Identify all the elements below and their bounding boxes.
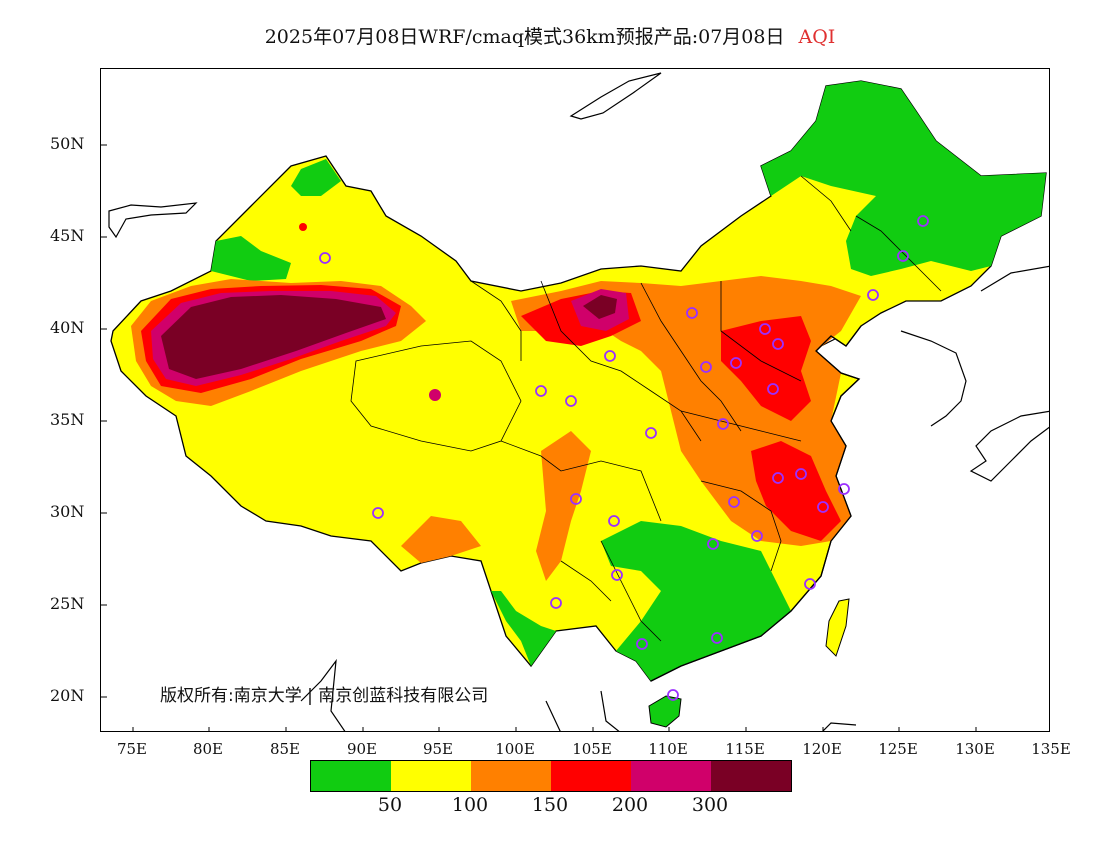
station-marker (917, 215, 929, 227)
legend-label-100: 100 (451, 794, 489, 816)
station-marker (867, 289, 879, 301)
station-marker (604, 350, 616, 362)
station-marker (728, 496, 740, 508)
luzon-coast (822, 722, 857, 731)
station-marker (608, 515, 620, 527)
region-aqi-maroon-taklimakan (161, 295, 386, 379)
region-aqi-green-northeast (761, 81, 1046, 276)
station-marker (565, 395, 577, 407)
aqi-color-legend (310, 760, 792, 792)
lat-ticks (101, 144, 107, 698)
station-marker (838, 483, 850, 495)
lon-label-105e: 105E (572, 740, 612, 758)
korea-japan-coast (969, 265, 1049, 482)
region-aqi-orange-taiwan (825, 598, 850, 657)
lat-label-25n: 25N (50, 594, 85, 613)
station-marker (319, 252, 331, 264)
station-marker (717, 418, 729, 430)
legend-label-300: 300 (691, 794, 729, 816)
lat-label-40n: 40N (50, 318, 85, 337)
lon-label-85e: 85E (269, 740, 301, 758)
station-marker (772, 338, 784, 350)
legend-label-150: 150 (531, 794, 569, 816)
southeast-asia-coast (300, 658, 620, 731)
baikal-coast (569, 72, 662, 120)
region-aqi-green-yunnan (491, 591, 556, 666)
legend-label-50: 50 (377, 794, 403, 816)
station-marker (700, 361, 712, 373)
lon-label-115e: 115E (725, 740, 765, 758)
legend-swatch-red (551, 761, 631, 791)
region-aqi-green-xinjiang (211, 236, 291, 281)
station-marker (707, 538, 719, 550)
legend-swatch-yellow (391, 761, 471, 791)
legend-swatch-maroon (711, 761, 791, 791)
station-marker (535, 385, 547, 397)
region-aqi-orange-sichuan (536, 431, 591, 581)
lat-label-50n: 50N (50, 134, 85, 153)
station-marker (817, 501, 829, 513)
region-aqi-red-jiangsu (751, 441, 841, 541)
lon-label-95e: 95E (422, 740, 454, 758)
station-marker (570, 493, 582, 505)
region-aqi-red-beijing-hebei (721, 316, 811, 421)
station-marker (636, 638, 648, 650)
lon-label-135e: 135E (1031, 740, 1071, 758)
station-marker (372, 507, 384, 519)
region-aqi-orange-tibet-south (401, 516, 481, 563)
station-marker (795, 468, 807, 480)
korea-coast (900, 330, 967, 427)
station-marker (897, 250, 909, 262)
region-aqi-maroon-ordos (583, 295, 617, 319)
lon-label-80e: 80E (192, 740, 224, 758)
lat-label-35n: 35N (50, 410, 85, 429)
hotspot-qinghai (429, 389, 441, 401)
station-marker (772, 472, 784, 484)
region-aqi-green-hainan (648, 695, 682, 728)
station-marker (667, 689, 679, 701)
legend-label-200: 200 (611, 794, 649, 816)
aqi-map-canvas (101, 72, 1049, 731)
station-marker (759, 323, 771, 335)
lat-label-20n: 20N (50, 686, 85, 705)
aqi-map (100, 68, 1050, 732)
station-marker (751, 530, 763, 542)
lon-label-100e: 100E (495, 740, 535, 758)
legend-swatch-magenta (631, 761, 711, 791)
lon-label-120e: 120E (802, 740, 842, 758)
lon-label-90e: 90E (346, 740, 378, 758)
lon-ticks (132, 727, 977, 731)
china-coastline (650, 325, 862, 682)
hotspot-xinjiang (299, 223, 307, 231)
region-aqi-green-altai (291, 159, 341, 196)
title-main: 2025年07月08日WRF/cmaq模式36km预报产品:07月08日 (264, 26, 785, 48)
caspian-coast (108, 202, 198, 239)
station-marker (767, 383, 779, 395)
lon-label-110e: 110E (648, 740, 688, 758)
lon-label-75e: 75E (116, 740, 148, 758)
lat-label-30n: 30N (50, 502, 85, 521)
station-marker (730, 357, 742, 369)
station-markers (319, 215, 929, 701)
lon-label-130e: 130E (955, 740, 995, 758)
station-marker (550, 597, 562, 609)
legend-swatch-orange (471, 761, 551, 791)
lon-label-125e: 125E (878, 740, 918, 758)
legend-swatch-green (311, 761, 391, 791)
chart-title: 2025年07月08日WRF/cmaq模式36km预报产品:07月08日 AQI (0, 22, 1100, 49)
station-marker (686, 307, 698, 319)
station-marker (611, 569, 623, 581)
lat-label-45n: 45N (50, 226, 85, 245)
station-marker (711, 632, 723, 644)
title-variable: AQI (798, 26, 836, 48)
station-marker (804, 578, 816, 590)
station-marker (645, 427, 657, 439)
region-aqi-green-south (601, 521, 791, 681)
copyright-text: 版权所有:南京大学 | 南京创蓝科技有限公司 (160, 686, 489, 706)
